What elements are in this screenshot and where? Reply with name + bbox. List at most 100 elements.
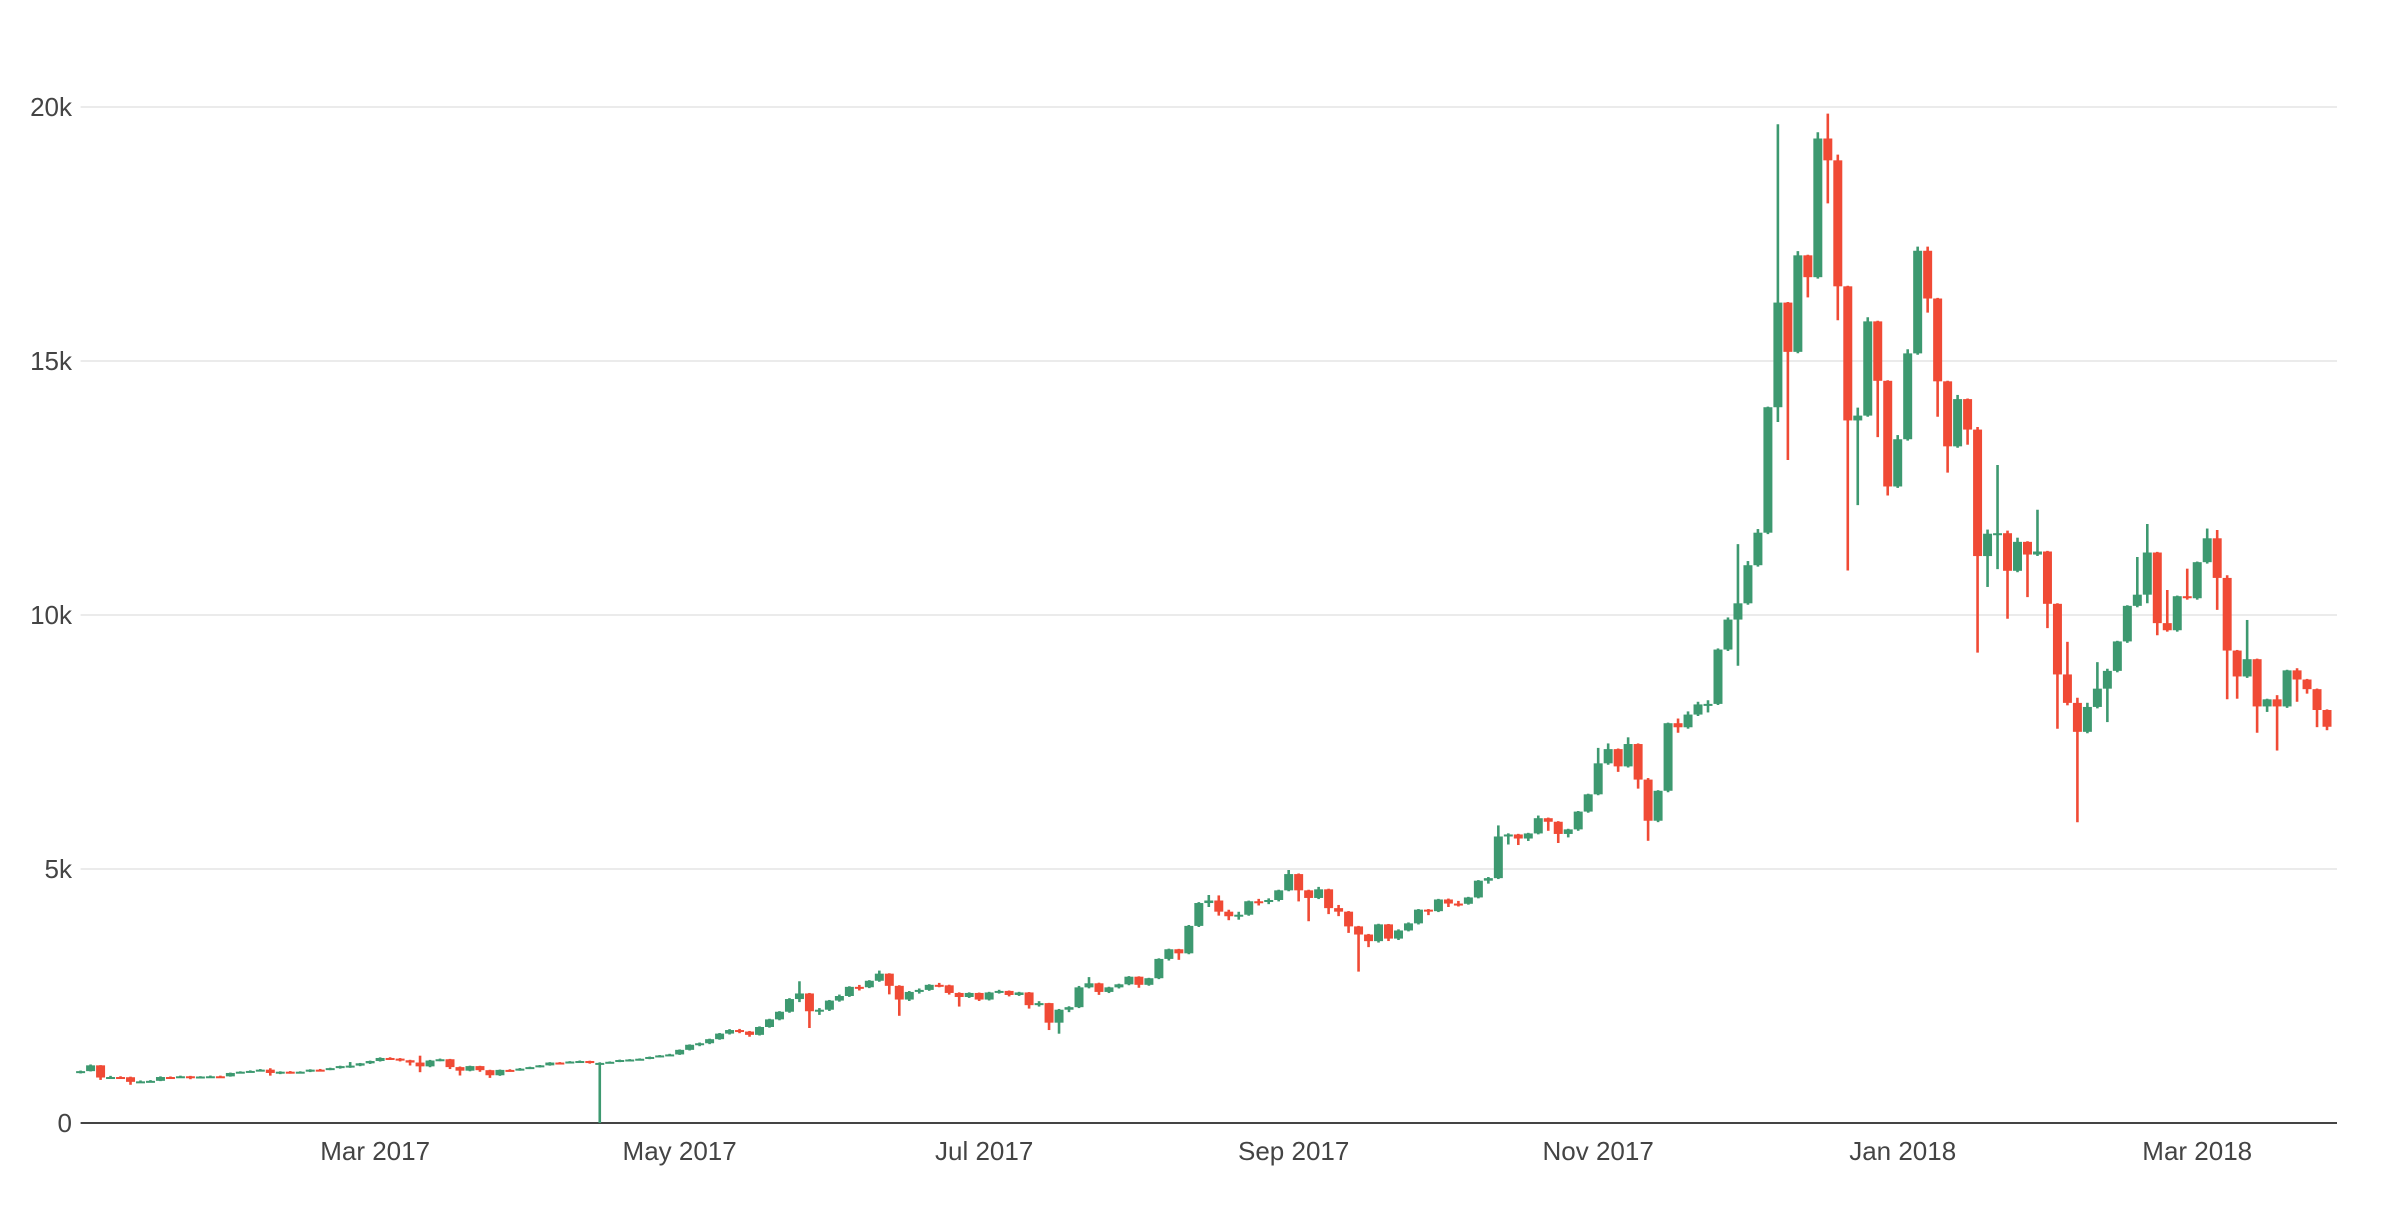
candle-body	[2152, 552, 2162, 624]
candle-body	[285, 1071, 295, 1074]
candle-body	[2023, 541, 2032, 555]
candle-body	[1144, 978, 1154, 985]
candle-body	[365, 1061, 375, 1064]
candle-body	[1683, 714, 1693, 728]
candle-body	[1324, 889, 1334, 909]
candle-body	[106, 1077, 116, 1080]
candle-body	[405, 1060, 415, 1063]
candle-body	[1713, 649, 1723, 704]
y-tick-label: 0	[58, 1108, 72, 1138]
candle-body	[116, 1077, 126, 1080]
candle-body	[1633, 744, 1643, 780]
candle-body	[1413, 909, 1423, 924]
candle-body	[774, 1011, 784, 1020]
candle-body	[1374, 924, 1384, 942]
y-tick-label: 15k	[30, 346, 73, 376]
candle-body	[1503, 834, 1513, 837]
candle-body	[1973, 429, 1983, 557]
candle-body	[1653, 790, 1663, 821]
candle-body	[86, 1065, 96, 1072]
candle-body	[1314, 889, 1324, 898]
candle-body	[964, 992, 974, 998]
candle-body	[1893, 439, 1903, 487]
candle-body	[1643, 779, 1653, 821]
candle-body	[2062, 674, 2072, 703]
candle-body	[954, 992, 964, 998]
candle-body	[1264, 899, 1274, 903]
candle-body	[1244, 901, 1254, 915]
candle-body	[1493, 836, 1503, 879]
candle-body	[2092, 688, 2102, 707]
candle-body	[385, 1057, 395, 1060]
candle-body	[1673, 723, 1683, 728]
candle-body	[1224, 911, 1234, 917]
candle-body	[1873, 321, 1883, 381]
candle-body	[605, 1061, 615, 1064]
candle-body	[1953, 399, 1963, 447]
candle-body	[1054, 1009, 1064, 1023]
candle-body	[275, 1071, 285, 1074]
candle-body	[1344, 911, 1354, 927]
candle-body	[1513, 834, 1523, 839]
candle-body	[1364, 934, 1374, 942]
candle-body	[1154, 958, 1164, 979]
candle-body	[1304, 890, 1314, 898]
candle-body	[1134, 976, 1144, 985]
candle-body	[1074, 987, 1084, 1008]
candle-body	[745, 1031, 755, 1035]
candle-body	[834, 996, 844, 1001]
candle-body	[1903, 353, 1913, 440]
candle-body	[924, 984, 934, 990]
x-tick-label: Mar 2017	[320, 1136, 430, 1166]
candle-body	[715, 1033, 725, 1040]
candle-body	[615, 1060, 625, 1063]
candle-body	[645, 1056, 655, 1059]
candle-body	[375, 1057, 385, 1062]
candle-body	[2122, 605, 2132, 642]
candle-body	[1294, 874, 1304, 891]
candle-body	[944, 985, 954, 993]
candle-body	[2312, 689, 2322, 710]
candle-body	[814, 1009, 824, 1012]
candle-body	[2072, 702, 2082, 732]
candle-body	[2162, 623, 2172, 631]
x-tick-label: Sep 2017	[1238, 1136, 1349, 1166]
candle-body	[2003, 533, 2013, 571]
candle-body	[195, 1076, 205, 1079]
candle-body	[2222, 577, 2232, 651]
candle-body	[1044, 1003, 1054, 1023]
candle-body	[565, 1061, 575, 1064]
candle-body	[1833, 160, 1843, 287]
candle-body	[1004, 990, 1014, 995]
candle-body	[1623, 744, 1633, 767]
y-tick-label: 10k	[30, 600, 73, 630]
candle-body	[1443, 899, 1453, 904]
candle-body	[415, 1062, 425, 1067]
candle-body	[1943, 381, 1953, 447]
candle-body	[265, 1069, 275, 1073]
candle-body	[1583, 794, 1593, 812]
candle-body	[96, 1065, 106, 1078]
candle-body	[1753, 532, 1763, 566]
candle-body	[1923, 250, 1933, 299]
candle-body	[1783, 302, 1793, 352]
candle-body	[675, 1049, 685, 1055]
candle-body	[575, 1061, 585, 1064]
candle-body	[395, 1058, 405, 1061]
candle-body	[1014, 992, 1024, 995]
candle-body	[2302, 679, 2312, 690]
candle-body	[205, 1076, 215, 1079]
candle-body	[535, 1065, 545, 1068]
candle-body	[1693, 704, 1703, 715]
candle-body	[1274, 890, 1284, 900]
candle-body	[2052, 603, 2062, 675]
candle-body	[1453, 903, 1463, 906]
candle-body	[255, 1069, 265, 1072]
candle-body	[1533, 818, 1543, 834]
candle-body	[1433, 899, 1443, 912]
candle-body	[784, 999, 794, 1012]
candle-body	[1803, 255, 1813, 278]
candle-body	[76, 1071, 86, 1074]
